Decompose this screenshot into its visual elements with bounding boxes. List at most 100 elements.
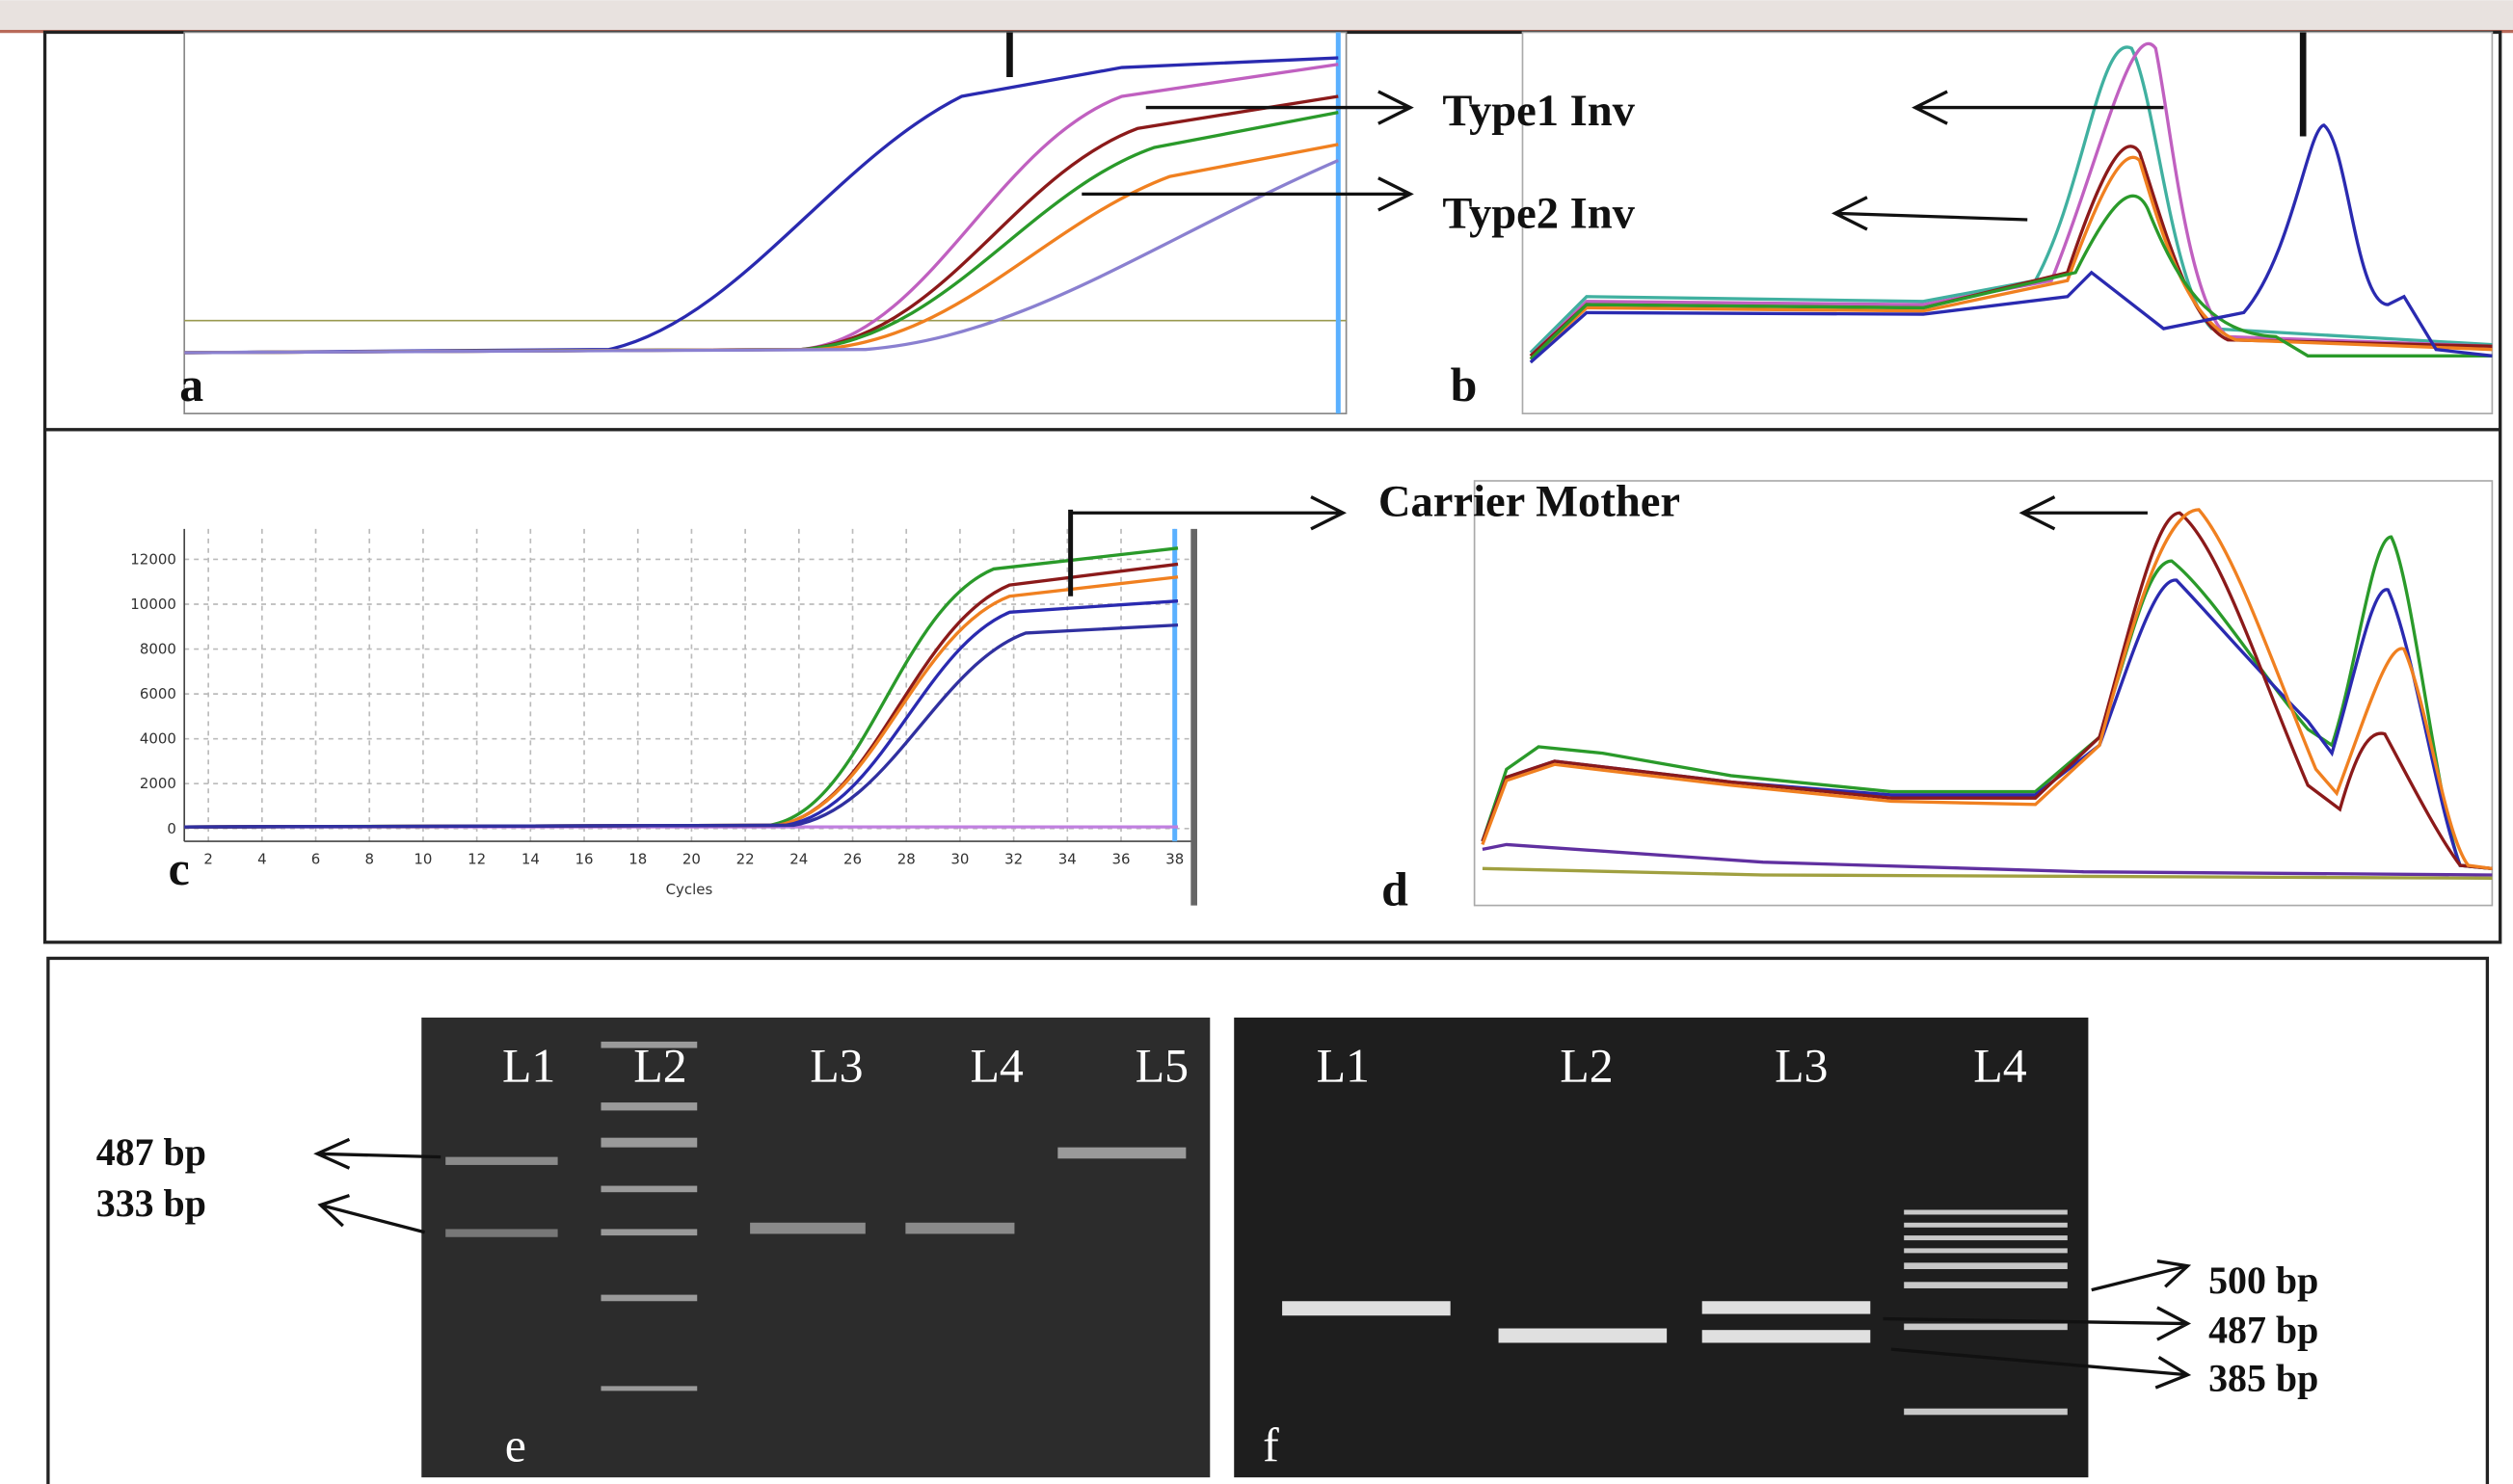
curve bbox=[184, 575, 1179, 829]
curve bbox=[1529, 123, 2493, 364]
lane-label: L2 bbox=[1560, 1039, 1613, 1092]
band bbox=[445, 1229, 558, 1237]
y-tick-label: 8000 bbox=[140, 641, 176, 658]
x-tick-label: 18 bbox=[628, 850, 647, 867]
y-tick-label: 0 bbox=[167, 820, 176, 837]
arrow bbox=[2091, 1259, 2192, 1292]
gel-e: L1 L2 L3 L4 L5 e bbox=[421, 1017, 1211, 1478]
arrow bbox=[1070, 495, 1347, 531]
y-tick-label: 2000 bbox=[140, 775, 176, 792]
lane-label: L1 bbox=[1317, 1039, 1370, 1092]
lane-label: L3 bbox=[810, 1039, 863, 1092]
lane-label: L3 bbox=[1775, 1039, 1828, 1092]
panel-label: b bbox=[1451, 358, 1478, 411]
y-tick-label: 4000 bbox=[140, 730, 176, 748]
band bbox=[601, 1102, 698, 1111]
panel-d: d bbox=[1381, 480, 2494, 916]
bp-label: 385 bp bbox=[2208, 1356, 2318, 1399]
panel-a: a bbox=[179, 31, 1348, 414]
x-tick-label: 4 bbox=[257, 850, 267, 867]
curve bbox=[184, 623, 1179, 829]
band bbox=[1904, 1323, 2068, 1331]
x-tick-label: 30 bbox=[950, 850, 969, 867]
annotation: Carrier Mother bbox=[1378, 478, 1680, 527]
plot-area bbox=[1473, 480, 2494, 907]
band bbox=[601, 1294, 698, 1302]
band bbox=[1904, 1222, 2068, 1228]
x-tick-label: 32 bbox=[1004, 850, 1023, 867]
plot-area bbox=[1521, 31, 2494, 414]
band bbox=[601, 1137, 698, 1148]
arrow bbox=[2018, 495, 2148, 531]
x-tick-label: 2 bbox=[203, 850, 213, 867]
arrow bbox=[1082, 176, 1414, 212]
band bbox=[601, 1185, 698, 1193]
band bbox=[1498, 1328, 1668, 1343]
bp-labels-f: 500 bp 487 bp 385 bp bbox=[1883, 1259, 2318, 1399]
x-tick-label: 22 bbox=[736, 850, 755, 867]
x-tick-label: 28 bbox=[897, 850, 916, 867]
curve bbox=[1529, 155, 2493, 360]
x-tick-label: 20 bbox=[682, 850, 701, 867]
ladder bbox=[601, 1041, 698, 1391]
band bbox=[445, 1156, 558, 1165]
band bbox=[601, 1041, 698, 1048]
lane-label: L5 bbox=[1136, 1039, 1189, 1092]
gel-image bbox=[1234, 1017, 2089, 1478]
curve bbox=[184, 599, 1179, 829]
bp-label: 333 bp bbox=[96, 1181, 206, 1225]
band bbox=[1904, 1209, 2068, 1215]
curve bbox=[184, 56, 1339, 355]
x-axis-title: Cycles bbox=[666, 881, 713, 898]
arrow bbox=[1911, 90, 2164, 125]
y-tick-label: 10000 bbox=[130, 596, 176, 613]
arrow bbox=[1883, 1306, 2192, 1341]
panel-label: f bbox=[1263, 1419, 1279, 1472]
band bbox=[750, 1222, 866, 1234]
bp-labels-e: 487 bp 333 bp bbox=[96, 1130, 441, 1234]
gel-image bbox=[421, 1017, 1211, 1478]
x-tick-label: 24 bbox=[789, 850, 808, 867]
band bbox=[905, 1222, 1015, 1234]
gel-f: L1 L2 L3 L4 f bbox=[1234, 1017, 2089, 1478]
x-tick-label: 38 bbox=[1165, 850, 1184, 867]
top-bar bbox=[0, 0, 2513, 31]
lane-label: L4 bbox=[1973, 1039, 2026, 1092]
curve bbox=[1482, 866, 2493, 880]
curve bbox=[184, 110, 1339, 355]
band bbox=[1904, 1248, 2068, 1254]
band bbox=[1904, 1282, 2068, 1288]
annotation: Type2 Inv bbox=[1442, 189, 1635, 238]
curve bbox=[184, 546, 1179, 829]
band bbox=[1701, 1301, 1871, 1314]
arrow bbox=[313, 1137, 441, 1170]
bp-label: 500 bp bbox=[2208, 1259, 2318, 1302]
lane-label: L4 bbox=[970, 1039, 1023, 1092]
panel-label: e bbox=[505, 1419, 526, 1472]
x-tick-label: 6 bbox=[311, 850, 321, 867]
x-tick-label: 14 bbox=[521, 850, 540, 867]
annotation-type1: Type1 Inv bbox=[1145, 87, 2164, 136]
arrow bbox=[1145, 90, 1414, 125]
arrow bbox=[1890, 1347, 2192, 1390]
x-tick-label: 12 bbox=[468, 850, 486, 867]
band bbox=[601, 1386, 698, 1391]
x-tick-label: 10 bbox=[414, 850, 432, 867]
curve bbox=[1529, 45, 2493, 355]
y-tick-label: 12000 bbox=[130, 550, 176, 568]
y-tick-label: 6000 bbox=[140, 685, 176, 702]
band bbox=[1282, 1301, 1451, 1316]
ladder bbox=[1904, 1209, 2068, 1416]
curve bbox=[1481, 508, 2493, 870]
arrow bbox=[317, 1193, 426, 1234]
panel-label: c bbox=[169, 842, 190, 895]
panel-label: a bbox=[179, 358, 203, 411]
curve bbox=[1482, 842, 2493, 877]
curve bbox=[1481, 511, 2493, 871]
band bbox=[1904, 1262, 2068, 1270]
curve bbox=[1529, 41, 2493, 358]
band bbox=[1701, 1330, 1871, 1343]
bp-label: 487 bp bbox=[96, 1130, 206, 1174]
